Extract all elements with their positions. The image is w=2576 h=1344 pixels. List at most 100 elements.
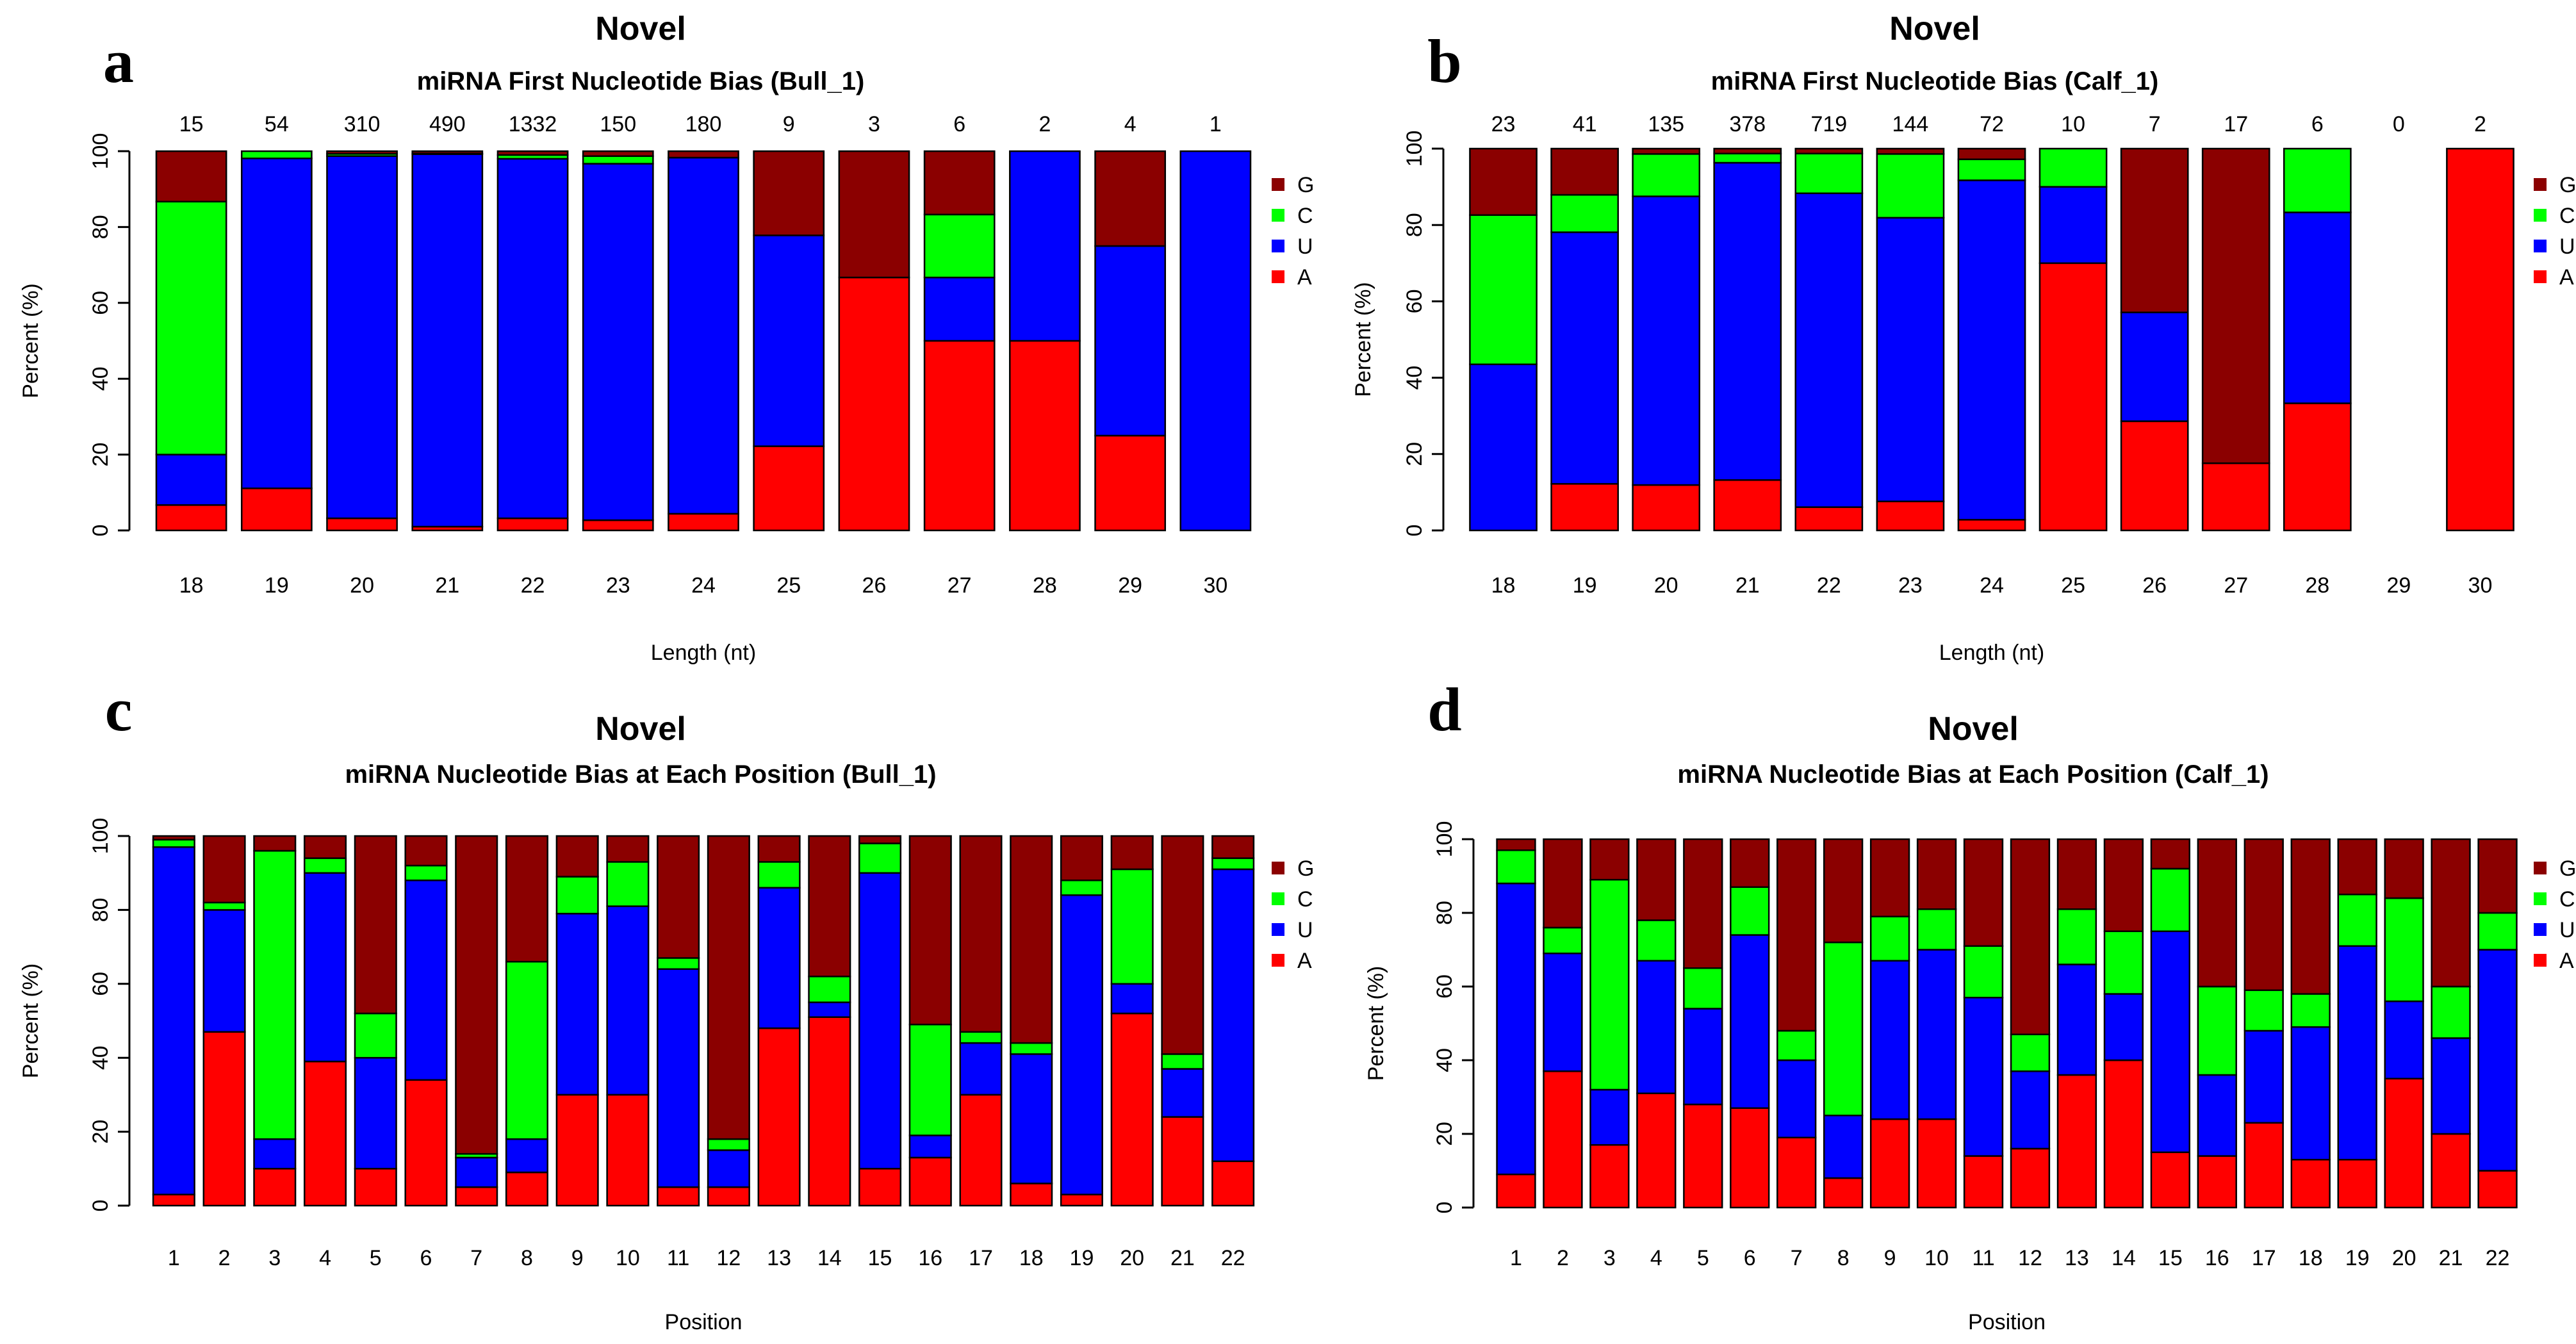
bar-segment-C-20 [2384, 897, 2424, 1003]
bar-segment-G-18 [155, 150, 227, 202]
bar-segment-G-11 [657, 835, 700, 959]
x-tick-label: 13 [767, 1246, 791, 1270]
bar-count-label: 135 [1648, 112, 1684, 136]
bar-segment-G-4 [1636, 838, 1677, 921]
bar-segment-C-28 [2283, 147, 2352, 213]
bar-segment-A-28 [2283, 402, 2352, 532]
x-tick-label: 10 [616, 1246, 640, 1270]
bar-segment-G-18 [1469, 147, 1538, 216]
bar-segment-A-17 [959, 1094, 1003, 1207]
x-tick-label: 20 [1120, 1246, 1144, 1270]
bar-segment-U-21 [2431, 1037, 2471, 1135]
bar-segment-U-7 [1776, 1059, 1817, 1138]
bar-segment-A-3 [253, 1168, 297, 1207]
x-tick-label: 6 [420, 1246, 432, 1270]
bar-segment-C-27 [923, 213, 996, 279]
bar-segment-G-22 [1211, 835, 1255, 859]
bar-segment-A-15 [858, 1168, 902, 1207]
x-tick-label: 16 [918, 1246, 942, 1270]
x-tick-label: 11 [1972, 1246, 1994, 1270]
bar-count-label: 6 [953, 112, 965, 136]
legend-label-A: A [1297, 949, 1312, 973]
bar-segment-A-6 [1730, 1107, 1770, 1209]
bar-segment-A-5 [1683, 1103, 1723, 1209]
bar-segment-A-2 [1543, 1070, 1583, 1209]
bar-segment-G-26 [2120, 147, 2189, 313]
bar-segment-A-2 [202, 1031, 246, 1207]
x-tick-label: 22 [2486, 1246, 2510, 1270]
legend-label-G: G [1297, 856, 1314, 881]
y-tick-label: 80 [1402, 213, 1427, 237]
bar-segment-C-12 [707, 1138, 750, 1151]
bar-segment-A-3 [1589, 1144, 1630, 1209]
y-axis-label: Percent (%) [19, 963, 43, 1079]
bar-segment-C-19 [240, 150, 313, 160]
legend-label-A: A [2559, 949, 2574, 973]
chart-panel-b: b Novel miRNA First Nucleotide Bias (Calf_… [1351, 10, 2576, 665]
legend-swatch-C [2534, 892, 2547, 905]
y-axis-label: Percent (%) [1351, 282, 1375, 397]
bar-segment-G-20 [1110, 835, 1154, 871]
bar-segment-G-10 [606, 835, 650, 863]
bar-segment-U-1 [152, 846, 195, 1195]
bar-segment-A-21 [1161, 1116, 1204, 1207]
panel-letter: d [1427, 675, 1461, 744]
y-tick-label: 80 [88, 897, 113, 922]
bar-segment-U-1 [1496, 882, 1536, 1176]
bar-segment-G-18 [2290, 838, 2331, 995]
bar-segment-A-20 [326, 517, 398, 532]
bar-segment-G-8 [505, 835, 548, 963]
x-tick-label: 5 [1697, 1246, 1709, 1270]
bar-segment-A-26 [838, 276, 910, 532]
x-tick-label: 9 [571, 1246, 584, 1270]
bar-count-label: 15 [179, 112, 204, 136]
x-tick-label: 20 [350, 573, 374, 598]
y-tick-label: 100 [88, 818, 113, 855]
bar-segment-G-5 [1683, 838, 1723, 969]
bar-segment-U-15 [858, 872, 902, 1170]
bar-segment-C-20 [1632, 153, 1701, 197]
x-tick-label: 25 [776, 573, 801, 598]
chart-subtitle: miRNA First Nucleotide Bias (Calf_1) [1711, 67, 2159, 95]
bar-segment-U-6 [1730, 934, 1770, 1109]
bar-count-label: 3 [868, 112, 880, 136]
bar-segment-G-12 [2010, 838, 2051, 1035]
bar-segment-G-16 [2197, 838, 2237, 988]
chart-panel-c: c Novel miRNA Nucleotide Bias at Each Posi… [19, 675, 1314, 1334]
bar-segment-A-19 [240, 488, 313, 532]
legend-swatch-U [1272, 923, 1284, 936]
bar-count-label: 7 [2149, 112, 2161, 136]
bar-segment-A-25 [2039, 262, 2108, 532]
bar-segment-G-23 [582, 150, 654, 157]
x-tick-label: 7 [470, 1246, 482, 1270]
y-tick-label: 0 [1432, 1202, 1457, 1214]
bar-segment-C-19 [1550, 193, 1619, 233]
x-tick-label: 21 [1170, 1246, 1195, 1270]
bar-count-label: 2 [2474, 112, 2486, 136]
legend-label-C: C [1297, 204, 1313, 228]
bar-segment-U-28 [1009, 150, 1081, 342]
bar-segment-G-24 [668, 150, 739, 159]
bar-segment-A-15 [2150, 1151, 2191, 1209]
bar-segment-G-29 [1094, 150, 1167, 247]
bar-segment-A-9 [555, 1094, 599, 1207]
x-tick-label: 29 [2386, 573, 2411, 598]
chart-subtitle: miRNA First Nucleotide Bias (Bull_1) [417, 67, 865, 95]
bar-count-label: 150 [600, 112, 636, 136]
bar-segment-A-28 [1009, 340, 1081, 532]
y-tick-label: 60 [88, 291, 113, 315]
bar-segment-A-13 [757, 1027, 801, 1207]
legend-swatch-C [1272, 209, 1284, 222]
bar-segment-G-22 [2477, 838, 2518, 914]
y-tick-label: 0 [1402, 525, 1427, 537]
x-tick-label: 11 [667, 1246, 689, 1270]
legend-swatch-G [2534, 862, 2547, 874]
chart-panel-a: a Novel miRNA First Nucleotide Bias (Bull_… [19, 10, 1314, 665]
bar-segment-G-21 [1713, 147, 1782, 154]
bar-segment-C-2 [202, 901, 246, 911]
bar-segment-U-16 [2197, 1074, 2237, 1157]
bar-segment-G-21 [411, 150, 484, 154]
x-tick-label: 8 [1837, 1246, 1850, 1270]
legend-label-A: A [1297, 265, 1312, 290]
x-axis-label: Length (nt) [651, 641, 756, 665]
